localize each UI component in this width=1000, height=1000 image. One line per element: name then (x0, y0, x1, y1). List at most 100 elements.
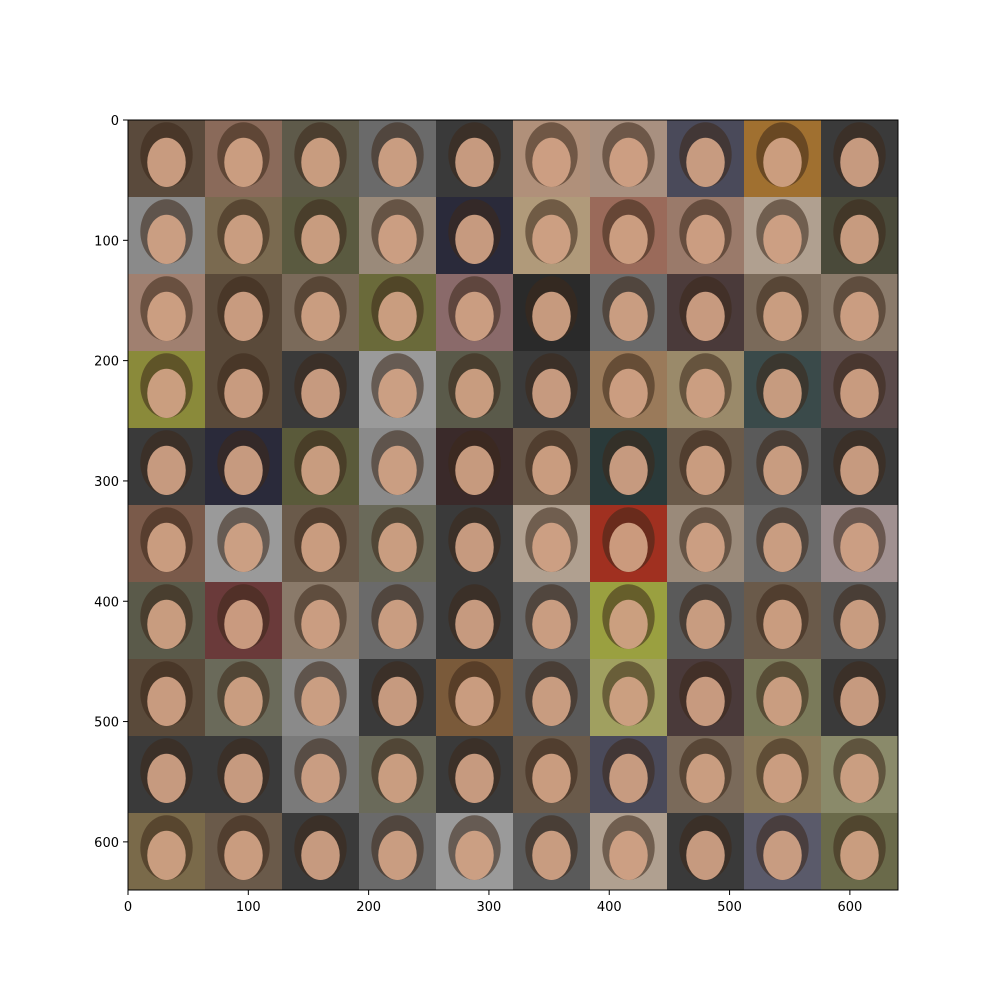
face-shape (301, 214, 340, 264)
y-tick-label: 500 (94, 716, 119, 731)
face-shape (763, 522, 802, 572)
face-tile (590, 813, 667, 890)
face-shape (455, 522, 494, 572)
face-shape (840, 137, 879, 187)
face-shape (840, 522, 879, 572)
face-shape (763, 599, 802, 649)
face-tile (128, 428, 205, 505)
face-tile (667, 197, 744, 274)
face-shape (686, 830, 725, 880)
face-tile (205, 505, 282, 582)
face-shape (763, 676, 802, 726)
face-tile (128, 659, 205, 736)
face-shape (763, 214, 802, 264)
face-tile (128, 813, 205, 890)
y-tick-label: 300 (94, 475, 119, 490)
x-tick-label: 0 (124, 900, 132, 915)
face-shape (763, 368, 802, 418)
face-tile (282, 120, 359, 197)
face-tile (821, 120, 898, 197)
face-tile (667, 120, 744, 197)
face-shape (840, 753, 879, 803)
face-shape (763, 291, 802, 341)
face-tile (667, 428, 744, 505)
face-tile (359, 120, 436, 197)
face-tile (590, 120, 667, 197)
face-shape (763, 445, 802, 495)
face-tile (282, 659, 359, 736)
face-shape (224, 676, 263, 726)
face-shape (224, 753, 263, 803)
axes-frame (127, 119, 899, 891)
x-axis: 0 100 200 300 400 500 600 (124, 890, 862, 915)
face-shape (609, 445, 648, 495)
face-tile (436, 274, 513, 351)
face-tile (590, 582, 667, 659)
face-shape (301, 753, 340, 803)
face-shape (532, 830, 571, 880)
face-shape (378, 830, 417, 880)
face-tile (205, 197, 282, 274)
face-shape (532, 137, 571, 187)
y-axis: 0 100 200 300 400 500 600 (94, 114, 128, 851)
face-tile (282, 813, 359, 890)
face-tile (205, 582, 282, 659)
face-tile (513, 813, 590, 890)
face-shape (532, 676, 571, 726)
face-shape (840, 291, 879, 341)
face-tile (513, 274, 590, 351)
x-tick-label: 600 (837, 900, 862, 915)
face-shape (455, 676, 494, 726)
face-tile (359, 813, 436, 890)
face-tile (821, 736, 898, 813)
face-shape (301, 137, 340, 187)
face-tile (744, 659, 821, 736)
y-tick-label: 400 (94, 595, 119, 610)
face-shape (147, 676, 186, 726)
face-shape (378, 137, 417, 187)
face-shape (455, 137, 494, 187)
face-tile (359, 197, 436, 274)
face-tile (128, 274, 205, 351)
face-shape (378, 753, 417, 803)
x-tick-label: 200 (356, 900, 381, 915)
face-tile (282, 736, 359, 813)
face-tile (436, 505, 513, 582)
face-tile (205, 351, 282, 428)
face-shape (532, 445, 571, 495)
x-tick-label: 400 (597, 900, 622, 915)
face-shape (609, 522, 648, 572)
face-shape (609, 599, 648, 649)
face-tile (744, 197, 821, 274)
face-tile (436, 659, 513, 736)
face-shape (532, 753, 571, 803)
face-tile (590, 351, 667, 428)
face-shape (609, 676, 648, 726)
face-tile (128, 197, 205, 274)
face-tile (359, 736, 436, 813)
face-shape (763, 830, 802, 880)
face-tile (744, 351, 821, 428)
face-tile (205, 274, 282, 351)
face-tile (667, 274, 744, 351)
face-tile (205, 428, 282, 505)
face-shape (301, 599, 340, 649)
face-shape (532, 599, 571, 649)
face-shape (763, 753, 802, 803)
face-shape (455, 214, 494, 264)
face-shape (224, 137, 263, 187)
face-shape (301, 522, 340, 572)
face-shape (224, 214, 263, 264)
face-tile (821, 582, 898, 659)
face-tile (513, 197, 590, 274)
face-tile (513, 736, 590, 813)
face-shape (301, 676, 340, 726)
face-tile (359, 582, 436, 659)
face-tile (128, 736, 205, 813)
face-shape (147, 599, 186, 649)
face-tile (436, 428, 513, 505)
face-tile (436, 736, 513, 813)
x-tick-label: 100 (236, 900, 261, 915)
face-shape (378, 368, 417, 418)
